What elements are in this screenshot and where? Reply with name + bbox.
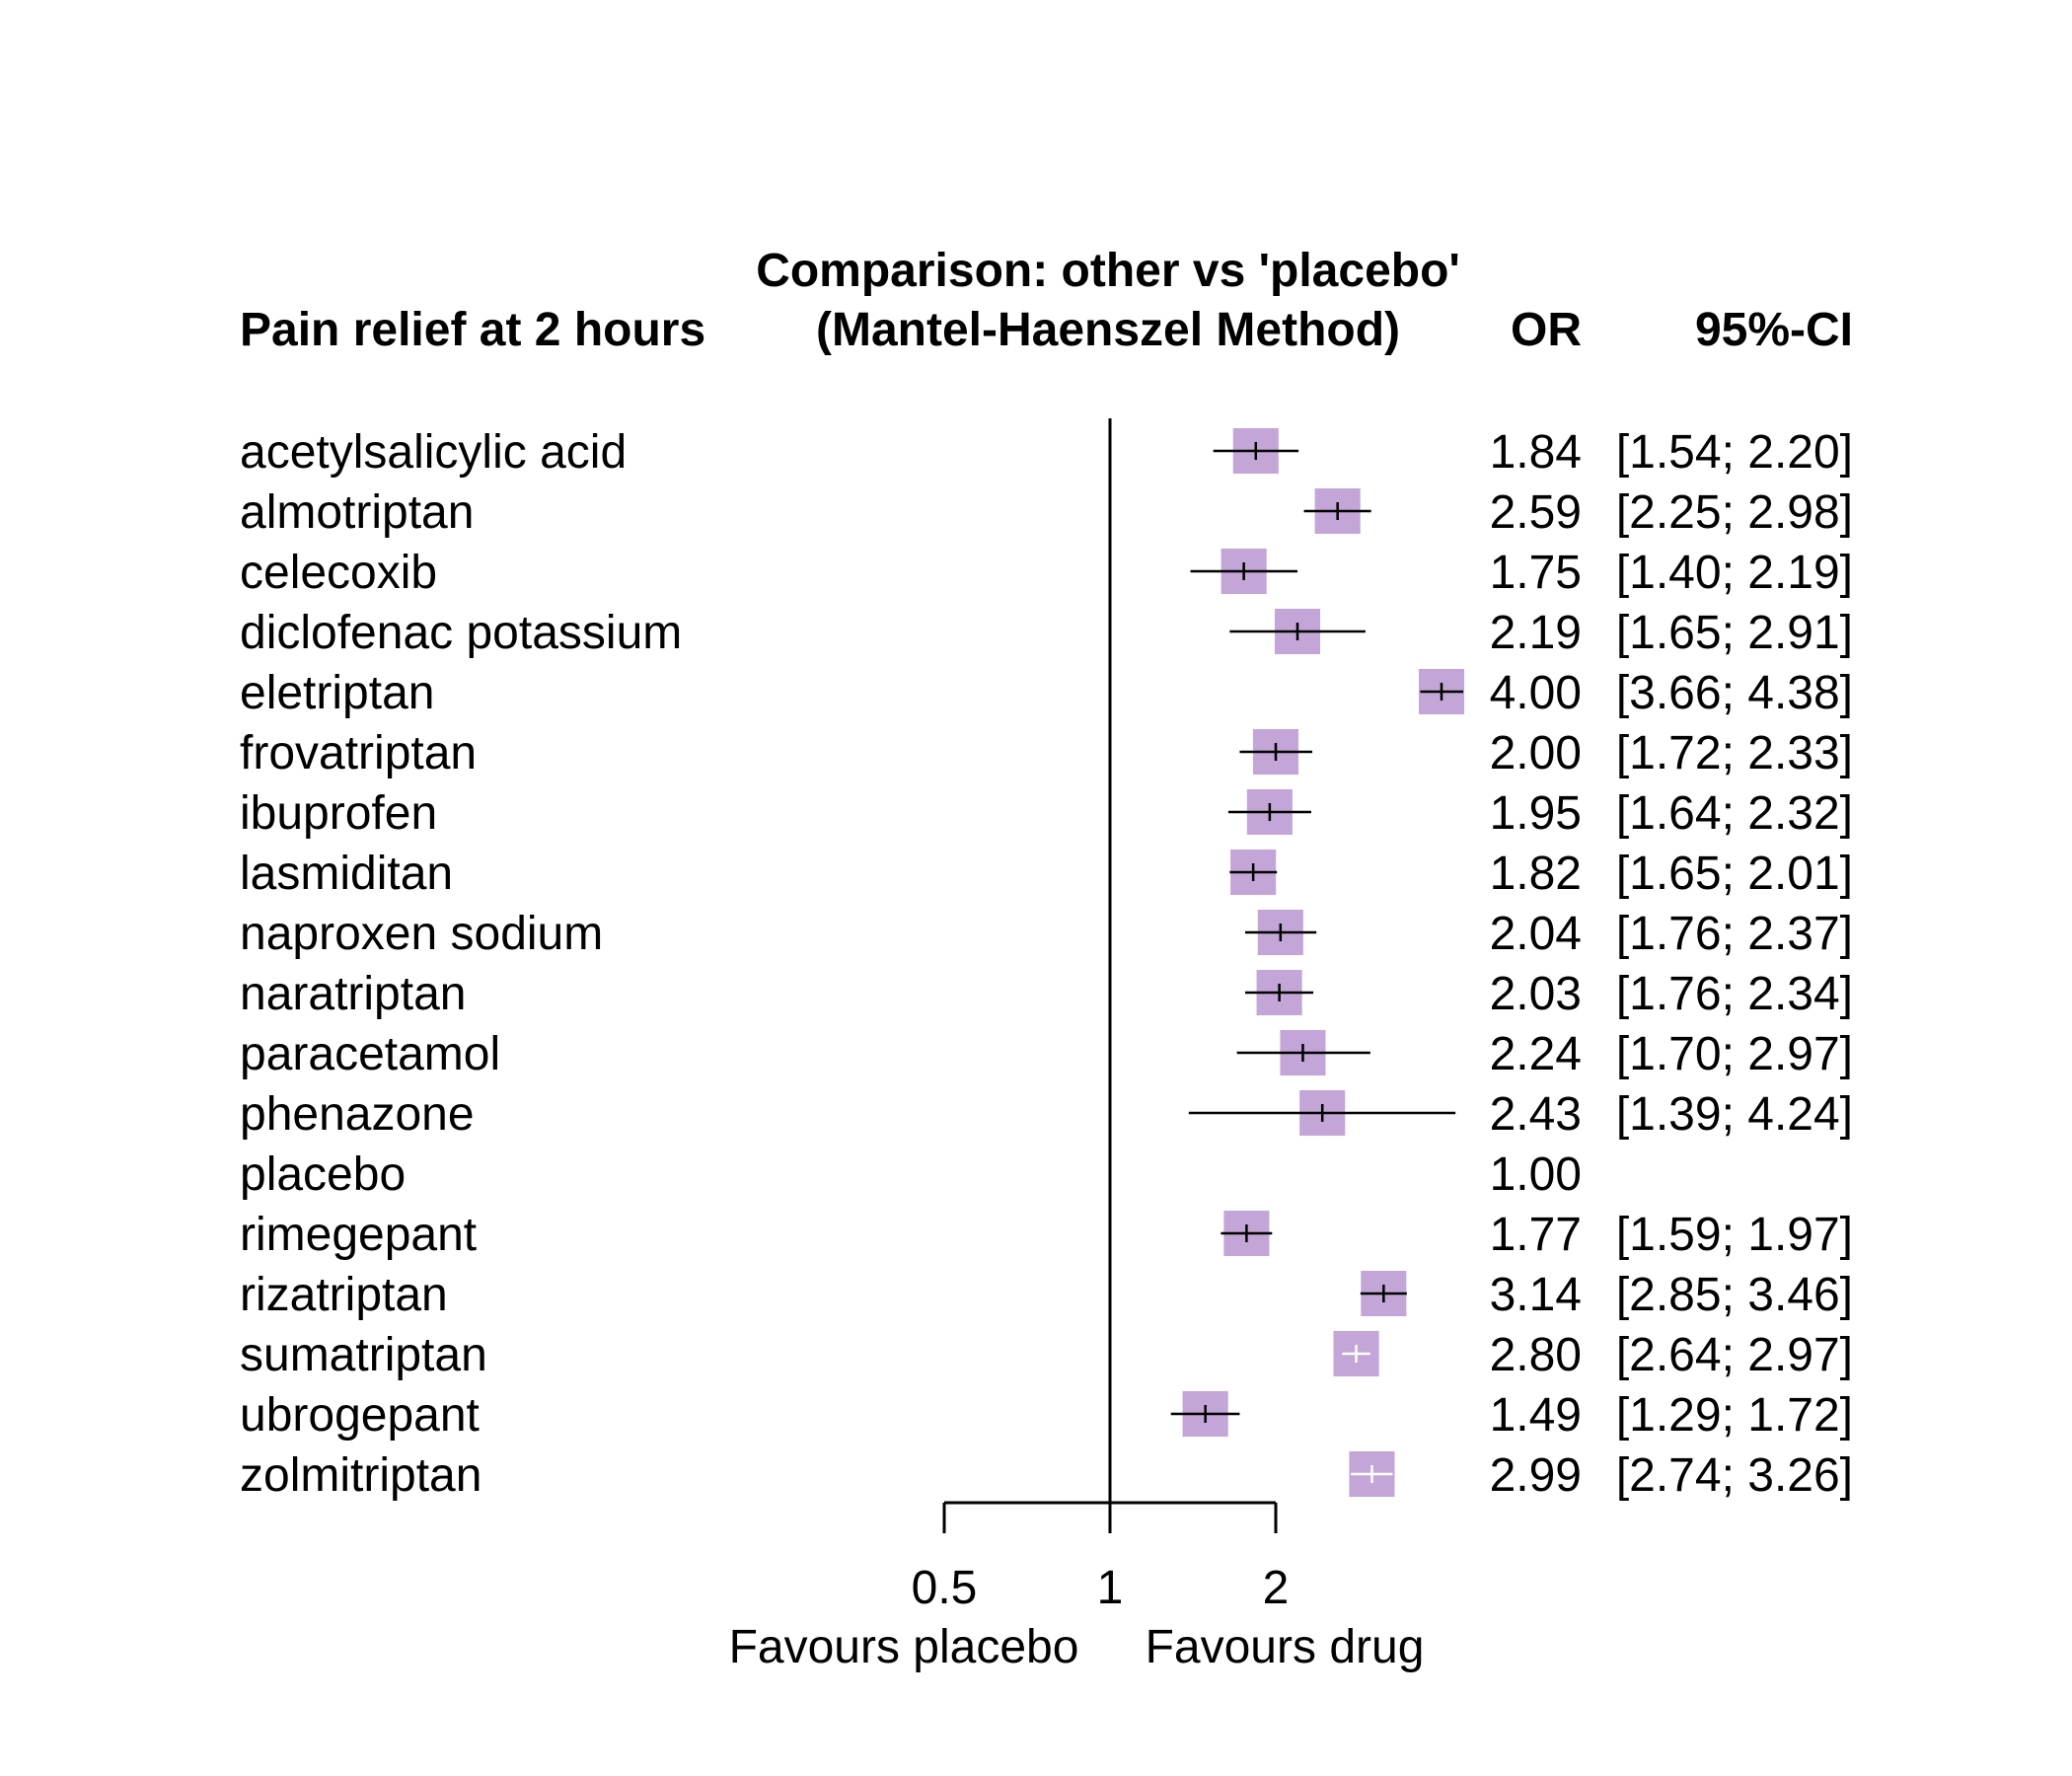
or-value: 1.75	[1490, 547, 1582, 599]
x-tick-label: 2	[1263, 1562, 1290, 1614]
ci-value: [1.54; 2.20]	[1616, 426, 1853, 479]
table-row: ubrogepant 1.49 [1.29; 1.72]	[240, 1389, 1853, 1442]
ci-value: [1.65; 2.01]	[1616, 848, 1853, 900]
row-label: rizatriptan	[240, 1269, 448, 1321]
table-row: placebo 1.00	[240, 1148, 1582, 1201]
row-label: eletriptan	[240, 667, 434, 719]
table-row: frovatriptan 2.00 [1.72; 2.33]	[240, 727, 1853, 779]
table-row: eletriptan 4.00 [3.66; 4.38]	[240, 667, 1853, 719]
ci-value: [1.70; 2.97]	[1616, 1028, 1853, 1080]
or-value: 2.19	[1490, 607, 1582, 659]
ci-value: [2.74; 3.26]	[1616, 1449, 1853, 1502]
row-label: almotriptan	[240, 486, 474, 539]
or-value: 2.43	[1490, 1088, 1582, 1141]
or-value: 2.00	[1490, 727, 1582, 779]
or-value: 2.03	[1490, 968, 1582, 1020]
table-row: celecoxib 1.75 [1.40; 2.19]	[240, 547, 1853, 599]
x-axis: 0.5 1 2	[912, 1501, 1290, 1614]
table-row: sumatriptan 2.80 [2.64; 2.97]	[240, 1329, 1853, 1381]
ci-value: [1.29; 1.72]	[1616, 1389, 1853, 1442]
row-label: acetylsalicylic acid	[240, 426, 627, 479]
table-row: diclofenac potassium 2.19 [1.65; 2.91]	[240, 607, 1853, 659]
ci-value: [2.64; 2.97]	[1616, 1329, 1853, 1381]
table-row: acetylsalicylic acid 1.84 [1.54; 2.20]	[240, 426, 1853, 479]
table-row: phenazone 2.43 [1.39; 4.24]	[240, 1088, 1853, 1141]
table-row: naproxen sodium 2.04 [1.76; 2.37]	[240, 908, 1853, 960]
or-value: 1.84	[1490, 426, 1582, 479]
or-value: 1.82	[1490, 848, 1582, 900]
chart-title-line1: Comparison: other vs 'placebo'	[756, 245, 1460, 297]
row-label: ibuprofen	[240, 787, 437, 840]
row-label: paracetamol	[240, 1028, 500, 1080]
table-row: ibuprofen 1.95 [1.64; 2.32]	[240, 787, 1853, 840]
ci-value: [2.25; 2.98]	[1616, 486, 1853, 539]
row-label: phenazone	[240, 1088, 475, 1141]
ci-column-header: 95%-CI	[1695, 304, 1853, 356]
favours-placebo-label: Favours placebo	[729, 1621, 1079, 1673]
row-label: zolmitriptan	[240, 1449, 481, 1502]
or-column-header: OR	[1511, 304, 1582, 356]
or-value: 2.99	[1490, 1449, 1582, 1502]
or-value: 2.04	[1490, 908, 1582, 960]
table-row: almotriptan 2.59 [2.25; 2.98]	[240, 486, 1853, 539]
ci-value: [1.76; 2.34]	[1616, 968, 1853, 1020]
table-row: rimegepant 1.77 [1.59; 1.97]	[240, 1209, 1853, 1261]
row-label: frovatriptan	[240, 727, 477, 779]
ci-value: [1.39; 4.24]	[1616, 1088, 1853, 1141]
ci-value: [1.40; 2.19]	[1616, 547, 1853, 599]
x-tick-label: 1	[1097, 1562, 1124, 1614]
ci-value: [1.65; 2.91]	[1616, 607, 1853, 659]
ci-value: [3.66; 4.38]	[1616, 667, 1853, 719]
ci-value: [2.85; 3.46]	[1616, 1269, 1853, 1321]
table-row: paracetamol 2.24 [1.70; 2.97]	[240, 1028, 1853, 1080]
ci-value: [1.76; 2.37]	[1616, 908, 1853, 960]
table-row: lasmiditan 1.82 [1.65; 2.01]	[240, 848, 1853, 900]
row-label: placebo	[240, 1148, 406, 1201]
row-label: diclofenac potassium	[240, 607, 682, 659]
row-label: naratriptan	[240, 968, 466, 1020]
or-value: 2.24	[1490, 1028, 1582, 1080]
label-column-header: Pain relief at 2 hours	[240, 304, 705, 356]
or-value: 3.14	[1490, 1269, 1582, 1321]
or-value: 1.77	[1490, 1209, 1582, 1261]
row-label: lasmiditan	[240, 848, 453, 900]
or-value: 1.49	[1490, 1389, 1582, 1442]
favours-drug-label: Favours drug	[1146, 1621, 1425, 1673]
study-rows: acetylsalicylic acid 1.84 [1.54; 2.20] almo…	[240, 426, 1853, 1502]
row-label: rimegepant	[240, 1209, 477, 1261]
or-value: 2.80	[1490, 1329, 1582, 1381]
or-value: 1.00	[1490, 1148, 1582, 1201]
chart-title-line2: (Mantel-Haenszel Method)	[816, 304, 1400, 356]
row-label: celecoxib	[240, 547, 437, 599]
or-value: 4.00	[1490, 667, 1582, 719]
table-row: naratriptan 2.03 [1.76; 2.34]	[240, 968, 1853, 1020]
table-row: zolmitriptan 2.99 [2.74; 3.26]	[240, 1449, 1853, 1502]
or-value: 2.59	[1490, 486, 1582, 539]
ci-value: [1.72; 2.33]	[1616, 727, 1853, 779]
table-row: rizatriptan 3.14 [2.85; 3.46]	[240, 1269, 1853, 1321]
x-tick-label: 0.5	[912, 1562, 978, 1614]
ci-value: [1.59; 1.97]	[1616, 1209, 1853, 1261]
ci-value: [1.64; 2.32]	[1616, 787, 1853, 840]
row-label: ubrogepant	[240, 1389, 480, 1442]
or-value: 1.95	[1490, 787, 1582, 840]
row-label: naproxen sodium	[240, 908, 603, 960]
row-label: sumatriptan	[240, 1329, 487, 1381]
